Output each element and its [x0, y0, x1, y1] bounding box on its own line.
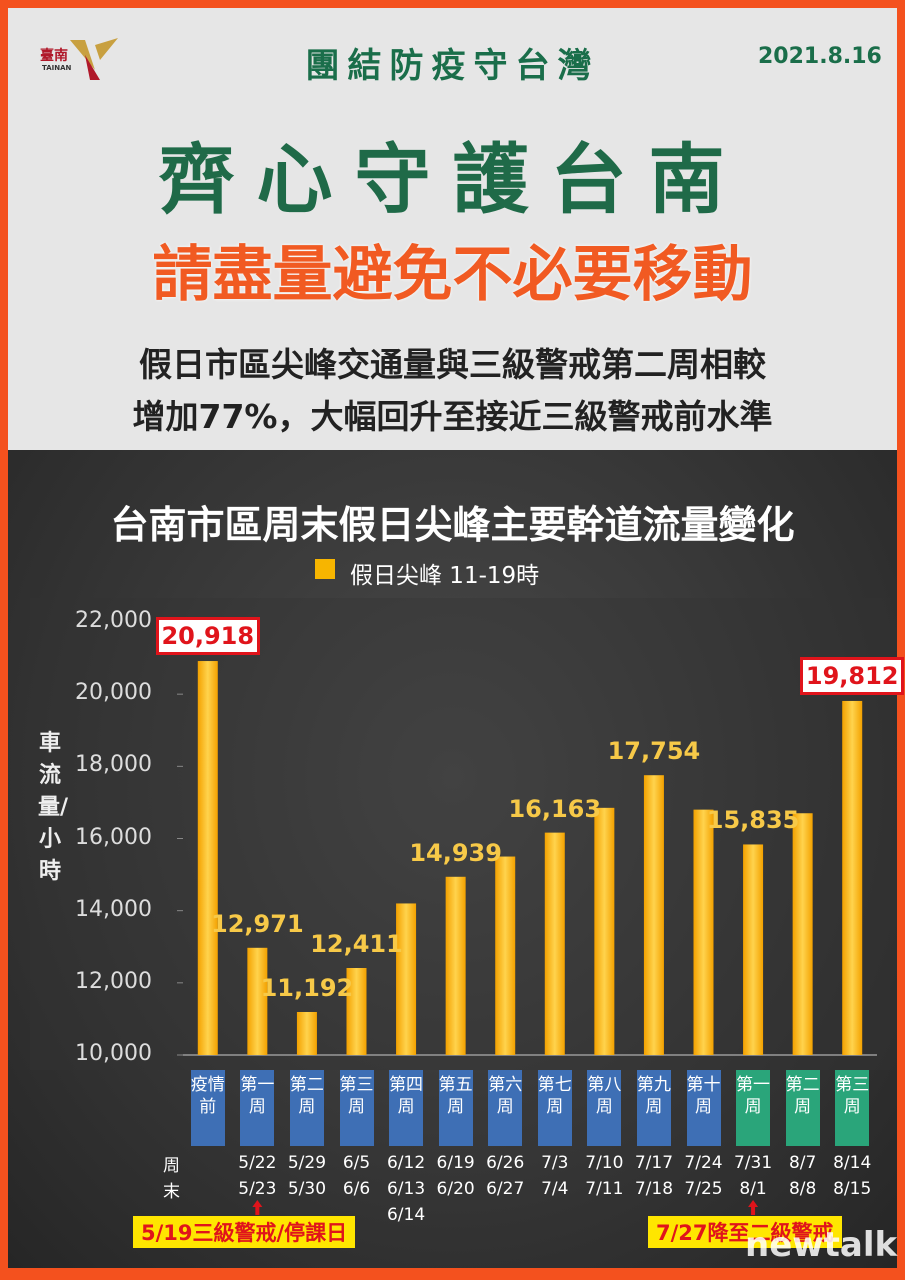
date-label: 7/11	[585, 1179, 624, 1199]
title: 齊心守護台南	[158, 135, 747, 224]
date-label: 5/29	[287, 1153, 327, 1173]
logo-mark	[85, 55, 100, 80]
arrow	[252, 1200, 263, 1215]
summary: 增加77%，大幅回升至接近三級警戒前水準	[132, 397, 773, 436]
date-label: 5/23	[238, 1179, 277, 1199]
bar	[197, 661, 218, 1055]
value-label: 20,918	[155, 617, 260, 656]
annotation: 7/27降至二級警戒	[648, 1216, 842, 1248]
header-panel	[8, 8, 897, 450]
date-label: 7/10	[585, 1153, 624, 1173]
bar	[296, 1011, 317, 1055]
date-label: 8/8	[788, 1179, 817, 1199]
chart-title: 台南市區周末假日尖峰主要幹道流量變化	[110, 503, 795, 547]
category-label: 第一周	[736, 1070, 771, 1146]
bar	[643, 775, 664, 1055]
value-label: 12,411	[310, 930, 403, 958]
logo-sub: TAINAN	[42, 64, 72, 72]
bar	[544, 832, 565, 1055]
y-tick-label: 10,000	[75, 1041, 152, 1066]
category-label: 第五周	[438, 1070, 473, 1146]
y-axis-label: 車流量/小時	[38, 731, 69, 884]
date-label: 8/15	[833, 1179, 872, 1199]
bar	[792, 813, 813, 1055]
bar	[346, 968, 367, 1055]
date-label: 6/14	[386, 1205, 426, 1225]
date-label: 6/19	[436, 1153, 475, 1173]
legend-swatch	[315, 559, 335, 579]
bar	[743, 844, 764, 1055]
date-label: 6/13	[386, 1179, 426, 1199]
value-label: 11,192	[260, 973, 354, 1002]
y-tick-label: 16,000	[75, 824, 152, 850]
logo-mark	[70, 38, 118, 70]
category-label: 第八周	[587, 1070, 622, 1146]
category-label: 第六周	[488, 1070, 523, 1146]
category-label: 第七周	[537, 1070, 572, 1146]
date-label: 6/12	[386, 1153, 426, 1173]
legend-label: 假日尖峰 11-19時	[350, 563, 540, 589]
date-label: 5/30	[287, 1179, 327, 1199]
value-label: 17,754	[607, 737, 701, 766]
bar	[693, 809, 714, 1055]
category-label: 第二周	[785, 1070, 820, 1146]
date-label: 7/4	[541, 1179, 569, 1199]
date-label: 7/31	[733, 1153, 773, 1173]
logo: 臺南	[40, 48, 68, 64]
date-label: 7/24	[684, 1153, 723, 1173]
date-label: 7/3	[541, 1153, 569, 1173]
arrow	[748, 1200, 759, 1215]
date-label: 8/7	[788, 1153, 817, 1173]
bar	[594, 807, 615, 1055]
date: 2021.8.16	[758, 44, 882, 69]
date-label: 8/1	[739, 1179, 767, 1199]
date-label: 6/5	[342, 1153, 371, 1173]
annotation: 5/19三級警戒/停課日	[133, 1216, 356, 1248]
category-label: 第十周	[686, 1070, 721, 1146]
category-label: 疫情前	[190, 1070, 225, 1146]
category-label: 第二周	[289, 1070, 324, 1146]
dates-label: 周末	[163, 1156, 180, 1202]
date-label: 6/6	[342, 1179, 371, 1199]
category-label: 第三周	[835, 1070, 870, 1146]
date-label: 6/27	[486, 1179, 525, 1199]
date-label: 6/20	[436, 1179, 475, 1199]
value-label: 15,835	[706, 806, 800, 835]
value-label: 19,812	[800, 656, 905, 695]
bar	[495, 856, 516, 1055]
bar	[396, 903, 417, 1055]
value-label: 12,971	[211, 909, 304, 938]
y-tick-label: 22,000	[75, 608, 152, 633]
value-label: 16,163	[508, 794, 602, 823]
date-label: 8/14	[833, 1153, 872, 1173]
subtitle: 請盡量避免不必要移動	[152, 240, 753, 310]
date-label: 7/17	[634, 1153, 674, 1173]
category-label: 第三周	[339, 1070, 374, 1146]
y-tick-label: 14,000	[75, 896, 152, 922]
y-tick-label: 12,000	[75, 968, 152, 994]
date-label: 7/18	[634, 1179, 674, 1199]
category-label: 第九周	[636, 1070, 671, 1146]
bar	[445, 876, 466, 1055]
summary: 假日市區尖峰交通量與三級警戒第二周相較	[139, 345, 766, 384]
date-label: 5/22	[238, 1153, 277, 1173]
bar	[247, 947, 268, 1055]
category-label: 第四周	[389, 1070, 424, 1146]
y-tick-label: 20,000	[75, 680, 152, 706]
date-label: 6/26	[486, 1153, 525, 1173]
category-label: 第一周	[240, 1070, 275, 1146]
bar	[842, 700, 863, 1055]
y-tick-label: 18,000	[75, 752, 152, 778]
watermark: newtalk	[745, 1225, 898, 1265]
slogan: 團結防疫守台灣	[305, 46, 600, 86]
value-label: 14,939	[409, 838, 502, 867]
date-label: 7/25	[684, 1179, 723, 1199]
